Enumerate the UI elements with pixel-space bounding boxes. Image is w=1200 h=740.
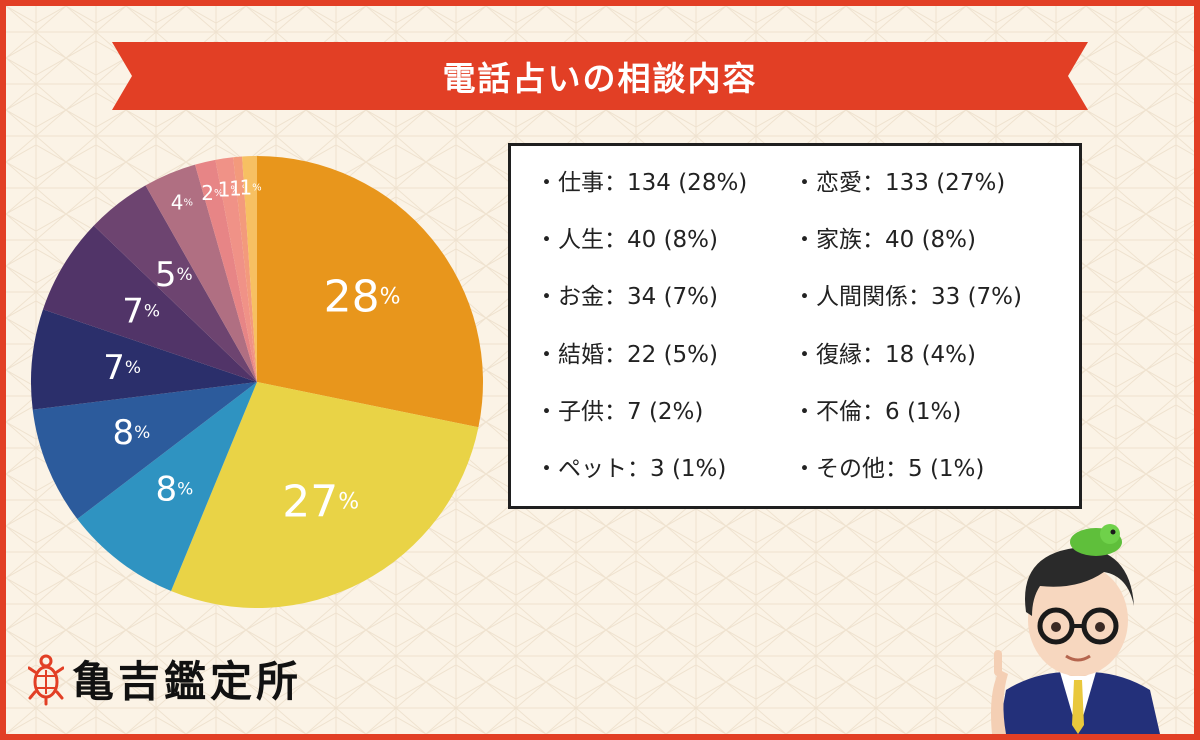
pie-chart: 28%27%8%8%7%7%5%4%2%1%1%1% [30, 156, 483, 608]
slice-label-value: 2 [201, 181, 214, 205]
pie-slice [77, 382, 257, 592]
slice-label-value: 8 [113, 413, 135, 453]
legend-item: ・恋愛：133 (27%) [793, 170, 1006, 196]
slice-label-value: 7 [122, 292, 144, 332]
slice-label: 1% [239, 176, 261, 200]
legend-item: ・復縁：18 (4%) [793, 341, 977, 368]
legend-item: ・不倫：6 (1%) [793, 398, 962, 425]
slice-label: 7% [103, 348, 141, 388]
slice-label: 8% [113, 413, 151, 453]
legend-item: ・人間関係：33 (7%) [793, 284, 1023, 311]
legend-item: ・お金：34 (7%) [535, 284, 719, 311]
slice-label: 7% [122, 292, 160, 332]
slice-label: 8% [156, 470, 194, 510]
pie-slice [93, 185, 258, 382]
legend-item: ・ペット：3 (1%) [535, 455, 727, 482]
legend-grid: ・仕事：134 (28%) ・恋愛：133 (27%) ・人生：40 (8%) ・家族… [535, 164, 1079, 507]
slice-label-percent: % [380, 284, 401, 309]
slice-label-percent: % [230, 184, 240, 195]
brand-name: 亀吉鑑定所 [72, 657, 303, 706]
slice-label-value: 28 [324, 271, 380, 322]
legend-item: ・その他：5 (1%) [793, 455, 985, 482]
slice-label: 2% [201, 181, 223, 205]
pie-slice [32, 382, 257, 520]
brand-logo: 亀吉鑑定所 [28, 648, 302, 709]
title-banner: 電話占いの相談内容 [112, 42, 1088, 110]
pie-slice [43, 225, 258, 382]
slice-label-value: 1 [239, 176, 252, 200]
slice-label: 27% [282, 476, 359, 527]
pie-slice [145, 164, 257, 382]
pie-slice [242, 156, 257, 382]
fortune-teller-illustration [991, 524, 1160, 734]
slice-label-value: 27 [282, 476, 338, 527]
legend-item: ・仕事：134 (28%) [535, 170, 748, 196]
slice-label-percent: % [252, 182, 262, 193]
pie-slice [257, 156, 483, 428]
slice-label-percent: % [214, 187, 224, 198]
slice-label-percent: % [144, 302, 160, 322]
legend-item: ・人生：40 (8%) [535, 227, 719, 254]
pie-slice [215, 157, 257, 382]
slice-label-percent: % [183, 197, 193, 208]
pie-slice [233, 156, 257, 382]
slice-label-percent: % [134, 423, 150, 443]
slice-label-value: 4 [171, 191, 184, 215]
legend-item: ・結婚：22 (5%) [535, 341, 719, 368]
ribbon-shape [112, 42, 1088, 110]
slice-label-value: 7 [103, 348, 125, 388]
page-title: 電話占いの相談内容 [442, 59, 758, 98]
pie-slice [195, 159, 257, 382]
slice-label-percent: % [338, 489, 359, 514]
slice-label: 5% [155, 255, 193, 295]
slice-label: 4% [171, 191, 193, 215]
slice-label: 1% [218, 178, 240, 202]
legend-box: ・仕事：134 (28%) ・恋愛：133 (27%) ・人生：40 (8%) ・家族… [508, 143, 1082, 509]
slice-label-percent: % [125, 358, 141, 378]
legend-item: ・家族：40 (8%) [793, 227, 977, 254]
slice-label: 28% [324, 271, 401, 322]
legend-item: ・子供：7 (2%) [535, 398, 704, 425]
pie-slice [30, 309, 257, 410]
slice-label-value: 1 [229, 176, 242, 200]
slice-label-percent: % [177, 480, 193, 500]
slice-label-value: 5 [155, 255, 177, 295]
turtle-icon [28, 654, 64, 705]
slice-label-percent: % [176, 265, 192, 285]
pie-slice [171, 382, 479, 608]
slice-label-value: 8 [156, 470, 178, 510]
slice-label-value: 1 [218, 178, 231, 202]
